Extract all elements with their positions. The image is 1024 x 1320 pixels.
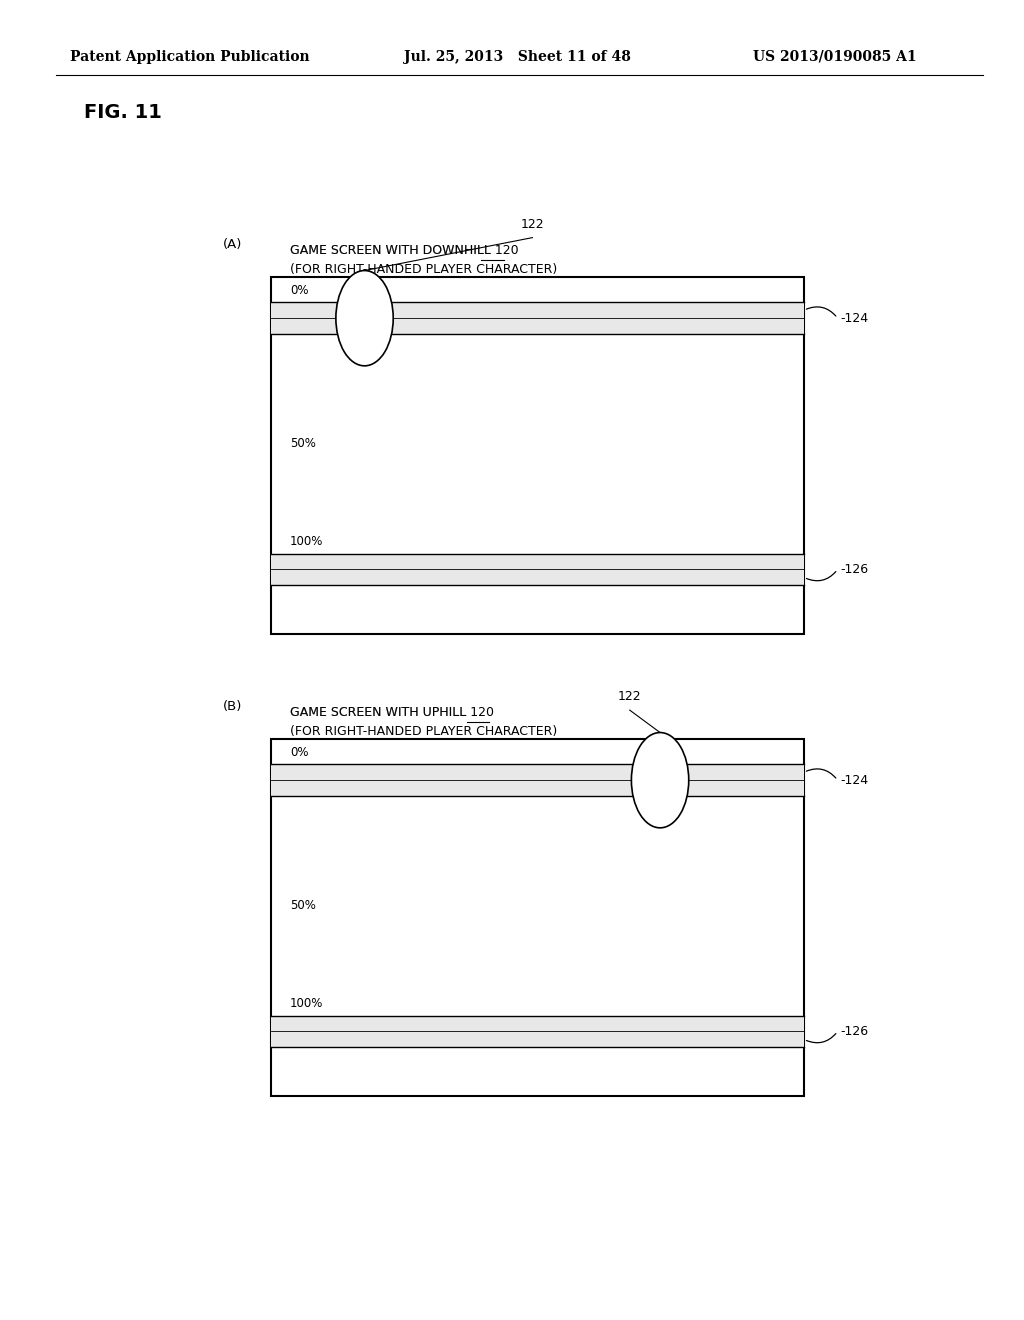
Text: 50%: 50%: [290, 899, 315, 912]
Text: Patent Application Publication: Patent Application Publication: [70, 50, 309, 63]
Text: GAME SCREEN WITH UPHILL 120: GAME SCREEN WITH UPHILL 120: [290, 706, 494, 719]
Text: 100%: 100%: [290, 998, 324, 1010]
Bar: [271, 739, 804, 1096]
Text: Jul. 25, 2013   Sheet 11 of 48: Jul. 25, 2013 Sheet 11 of 48: [404, 50, 632, 63]
Bar: [271, 764, 804, 796]
Bar: [271, 553, 804, 585]
Text: GAME SCREEN WITH DOWNHILL: GAME SCREEN WITH DOWNHILL: [290, 244, 495, 257]
Text: GAME SCREEN WITH DOWNHILL 120: GAME SCREEN WITH DOWNHILL 120: [290, 244, 518, 257]
Text: GAME SCREEN WITH DOWNHILL 120: GAME SCREEN WITH DOWNHILL 120: [290, 244, 518, 257]
Text: GAME SCREEN WITH UPHILL: GAME SCREEN WITH UPHILL: [290, 706, 470, 719]
Text: 100%: 100%: [290, 536, 324, 548]
Bar: [271, 302, 804, 334]
Text: GAME SCREEN WITH UPHILL 120: GAME SCREEN WITH UPHILL 120: [290, 706, 494, 719]
Ellipse shape: [336, 271, 393, 366]
Bar: [271, 277, 804, 634]
Text: (B): (B): [223, 700, 243, 713]
Text: -124: -124: [841, 774, 868, 787]
Text: 122: 122: [520, 218, 545, 231]
Text: (FOR RIGHT-HANDED PLAYER CHARACTER): (FOR RIGHT-HANDED PLAYER CHARACTER): [290, 263, 557, 276]
Text: (A): (A): [223, 238, 243, 251]
Text: -126: -126: [841, 1024, 868, 1038]
Bar: [271, 1015, 804, 1047]
Text: 0%: 0%: [290, 746, 308, 759]
Text: -124: -124: [841, 312, 868, 325]
Text: 0%: 0%: [290, 284, 308, 297]
Text: FIG. 11: FIG. 11: [84, 103, 162, 121]
Text: -126: -126: [841, 562, 868, 576]
Text: 122: 122: [617, 690, 642, 704]
Text: (FOR RIGHT-HANDED PLAYER CHARACTER): (FOR RIGHT-HANDED PLAYER CHARACTER): [290, 725, 557, 738]
Ellipse shape: [632, 733, 689, 828]
Text: US 2013/0190085 A1: US 2013/0190085 A1: [753, 50, 916, 63]
Text: 50%: 50%: [290, 437, 315, 450]
